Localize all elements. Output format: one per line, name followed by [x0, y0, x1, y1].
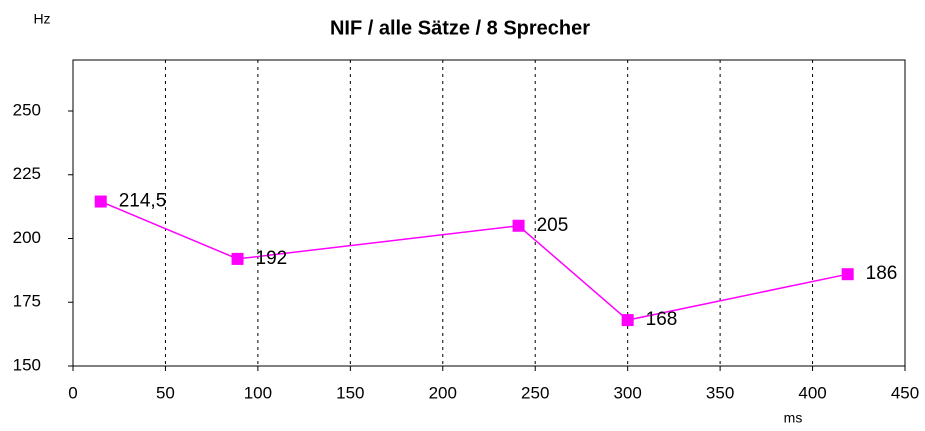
- x-tick-label: 50: [156, 383, 175, 402]
- y-tick-label: 150: [13, 355, 41, 374]
- data-label: 168: [646, 309, 678, 330]
- x-tick-label: 400: [798, 383, 826, 402]
- plot-area: [72, 59, 906, 367]
- x-tick-label: 150: [336, 383, 364, 402]
- x-tick-label: 450: [891, 383, 919, 402]
- x-tick-label: 350: [706, 383, 734, 402]
- data-label: 186: [866, 263, 898, 284]
- x-tick-label: 100: [244, 383, 272, 402]
- data-point: [512, 219, 525, 232]
- y-tick-label: 250: [13, 100, 41, 119]
- y-axis-label: Hz: [33, 11, 50, 27]
- data-line: [100, 200, 848, 321]
- x-axis-label: ms: [784, 410, 803, 426]
- y-tick-label: 225: [13, 164, 41, 183]
- chart-title: NIF / alle Sätze / 8 Sprecher: [330, 17, 590, 39]
- data-label: 192: [256, 248, 288, 269]
- data-label: 205: [537, 215, 569, 236]
- x-tick-label: 200: [429, 383, 457, 402]
- y-tick-label: 200: [13, 228, 41, 247]
- x-tick-label: 300: [613, 383, 641, 402]
- x-tick-label: 0: [68, 383, 77, 402]
- data-label: 214,5: [119, 191, 167, 212]
- data-point: [841, 268, 854, 281]
- y-tick-label: 175: [13, 292, 41, 311]
- x-tick-label: 250: [521, 383, 549, 402]
- data-point: [231, 252, 244, 265]
- data-point: [94, 195, 107, 208]
- data-point: [621, 314, 634, 327]
